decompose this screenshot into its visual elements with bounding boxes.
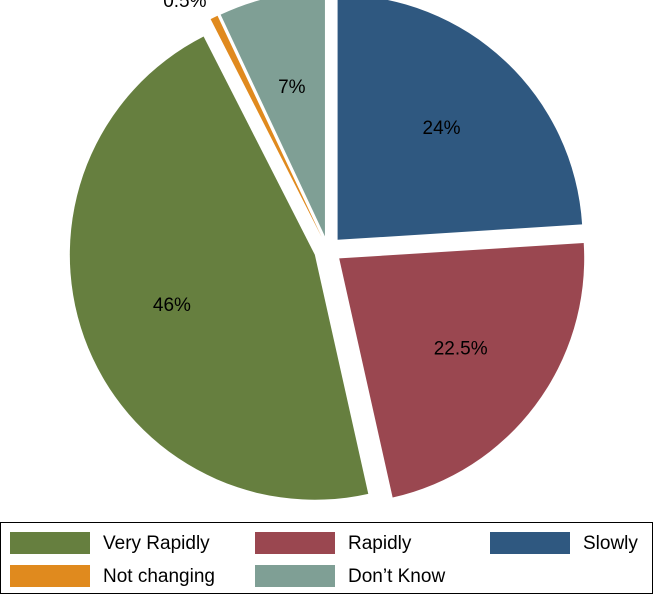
pie-slice [339,243,585,498]
pie-slice [220,0,325,237]
slice-label: 22.5% [434,339,488,360]
legend-swatch [255,565,335,587]
legend-swatch [10,565,90,587]
legend-swatch [490,532,570,554]
pie-slice [69,36,369,500]
pie-slice [210,15,322,238]
legend-swatch [255,532,335,554]
legend-label: Don’t Know [348,566,445,587]
slice-label: 46% [153,295,191,316]
legend-label: Slowly [583,533,638,554]
legend-label: Very Rapidly [103,533,210,554]
slice-label: 0.5% [163,0,206,12]
legend-swatch [10,532,90,554]
slice-label: 24% [423,118,461,139]
pie-slice [337,0,583,240]
slice-label: 7% [278,77,306,98]
legend-label: Not changing [103,566,215,587]
legend-label: Rapidly [348,533,412,554]
